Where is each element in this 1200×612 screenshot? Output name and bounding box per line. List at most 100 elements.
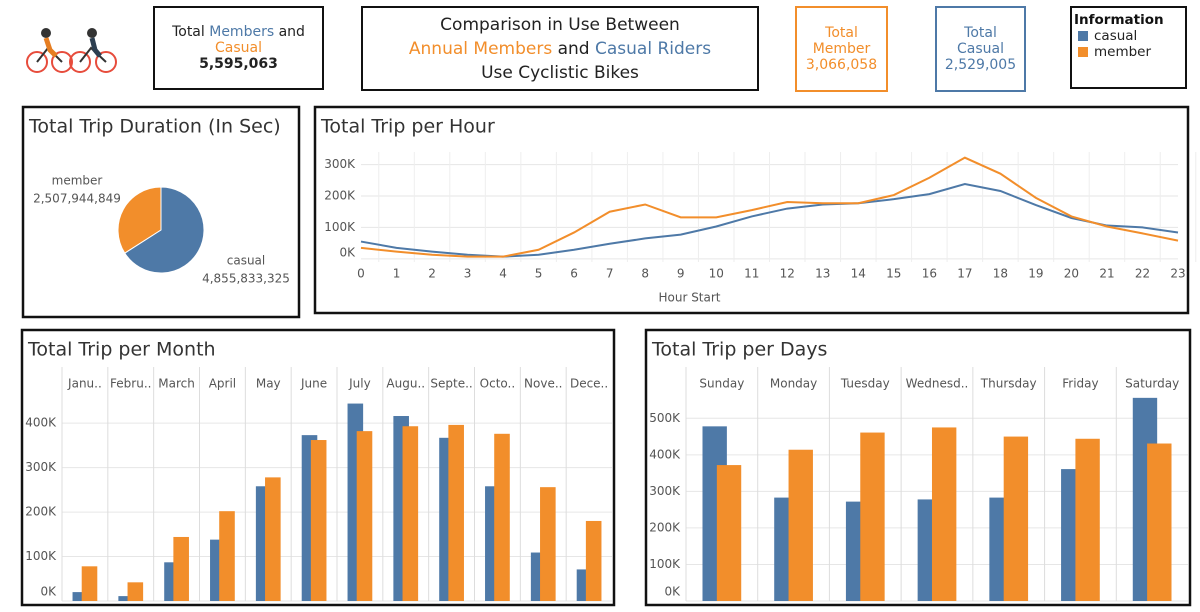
- panel: [21, 105, 301, 319]
- bar: [173, 536, 189, 601]
- line: [360, 156, 1179, 258]
- y-tick-label: 400K: [25, 416, 57, 430]
- kpi-total: Total Members and Casual 5,595,063: [153, 6, 324, 90]
- bar: [118, 596, 134, 601]
- x-tick-label: 7: [606, 267, 614, 281]
- y-tick-label: 0K: [40, 585, 57, 599]
- legend: Information casual member: [1070, 6, 1187, 89]
- bar: [860, 432, 885, 601]
- y-tick-label: 100K: [324, 220, 356, 234]
- pie-slice: [124, 186, 205, 274]
- x-tick-label: 21: [1099, 267, 1114, 281]
- x-tick-label: Thursday: [980, 377, 1037, 391]
- y-tick-label: 200K: [324, 189, 356, 203]
- legend-title: Information: [1074, 12, 1164, 28]
- kpi-label: Total Member: [812, 25, 871, 57]
- y-tick-label: 200K: [25, 505, 57, 519]
- bar: [402, 426, 419, 601]
- x-tick-label: 10: [709, 267, 724, 281]
- x-axis-title: Hour Start: [658, 291, 720, 305]
- legend-swatch: [1078, 31, 1088, 41]
- bar: [72, 592, 89, 601]
- x-tick-label: Febru..: [110, 377, 151, 391]
- x-tick-label: Janu..: [67, 377, 102, 391]
- bar: [1147, 443, 1172, 601]
- bar: [788, 449, 813, 601]
- bar: [310, 440, 327, 601]
- x-tick-label: Tuesday: [840, 377, 890, 391]
- panel: [644, 328, 1192, 607]
- y-tick-label: 300K: [649, 484, 681, 498]
- bar: [585, 520, 602, 601]
- kpi-label: Total Casual: [957, 25, 1004, 57]
- kpi-value: 5,595,063: [199, 56, 278, 72]
- y-tick-label: 0K: [339, 246, 356, 260]
- kpi-value: 2,529,005: [944, 57, 1017, 73]
- bar: [127, 582, 144, 601]
- x-tick-label: April: [209, 377, 236, 391]
- kpi-casual: Total Casual 2,529,005: [935, 6, 1026, 92]
- x-tick-label: 4: [499, 267, 507, 281]
- pie-value-label: 2,507,944,849: [33, 192, 121, 206]
- chart-title: Total Trip Duration (In Sec): [28, 116, 281, 138]
- x-tick-label: 20: [1064, 267, 1079, 281]
- legend-label: casual: [1094, 28, 1138, 44]
- pie-label: casual: [227, 254, 266, 268]
- y-tick-label: 300K: [25, 460, 57, 474]
- x-tick-label: Wednesd..: [906, 377, 969, 391]
- y-tick-label: 100K: [649, 557, 681, 571]
- x-tick-label: 1: [393, 267, 401, 281]
- x-tick-label: Friday: [1062, 377, 1098, 391]
- x-tick-label: Augu..: [386, 377, 425, 391]
- y-tick-label: 200K: [649, 520, 681, 534]
- x-tick-label: Saturday: [1125, 377, 1179, 391]
- x-tick-label: March: [158, 377, 195, 391]
- legend-item: member: [1078, 44, 1151, 60]
- x-tick-label: July: [348, 377, 371, 391]
- bar: [1075, 438, 1100, 601]
- x-tick-label: Monday: [770, 377, 817, 391]
- bar: [219, 511, 235, 601]
- text: and: [278, 24, 305, 40]
- x-tick-label: 2: [428, 267, 436, 281]
- x-tick-label: 6: [570, 267, 578, 281]
- x-tick-label: 16: [922, 267, 937, 281]
- panel: [313, 105, 1190, 315]
- text: Casual Riders: [594, 38, 712, 59]
- title-line: Comparison in Use Between: [440, 14, 680, 35]
- chart-title: Total Trip per Hour: [320, 116, 495, 138]
- bar: [81, 566, 98, 601]
- chart-title: Total Trip per Days: [651, 339, 827, 361]
- cyclist-icon: [26, 28, 117, 73]
- kpi-value: 3,066,058: [805, 57, 878, 73]
- x-tick-label: 5: [535, 267, 543, 281]
- x-tick-label: Sunday: [699, 377, 744, 391]
- y-tick-label: 100K: [25, 549, 57, 563]
- bar: [540, 487, 556, 601]
- x-tick-label: 15: [886, 267, 901, 281]
- x-tick-label: 13: [815, 267, 830, 281]
- title-line: Use Cyclistic Bikes: [481, 62, 639, 83]
- legend-item: casual: [1078, 28, 1137, 44]
- x-tick-label: Nove..: [524, 377, 562, 391]
- x-tick-label: 17: [957, 267, 972, 281]
- x-tick-label: 23: [1170, 267, 1185, 281]
- pie-label: member: [52, 174, 103, 188]
- bar: [265, 477, 281, 601]
- bar: [716, 465, 742, 601]
- x-tick-label: 11: [744, 267, 759, 281]
- x-tick-label: 8: [641, 267, 649, 281]
- x-tick-label: 12: [780, 267, 795, 281]
- text: and: [557, 38, 590, 59]
- x-tick-label: 9: [677, 267, 685, 281]
- bar: [931, 427, 957, 601]
- chart-title: Total Trip per Month: [27, 339, 216, 361]
- x-tick-label: Octo..: [480, 377, 516, 391]
- kpi-label: Total Members and: [172, 24, 305, 40]
- pie-value-label: 4,855,833,325: [202, 272, 290, 286]
- x-tick-label: June: [300, 377, 327, 391]
- text: Total: [172, 24, 205, 40]
- y-tick-label: 400K: [649, 447, 681, 461]
- x-tick-label: May: [256, 377, 281, 391]
